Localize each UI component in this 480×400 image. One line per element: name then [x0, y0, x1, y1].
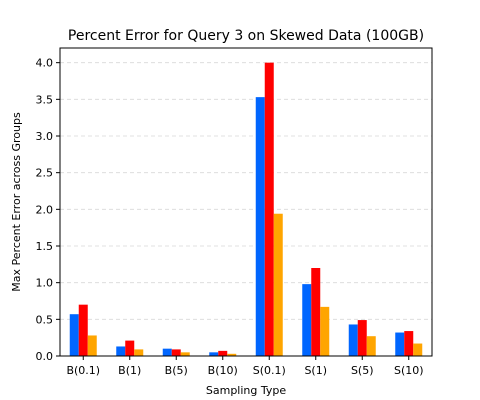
plot-frame [59, 47, 433, 357]
bar-layer [69, 62, 423, 357]
bar [116, 346, 126, 356]
chart-title: Percent Error for Query 3 on Skewed Data… [68, 28, 424, 44]
x-tick-label: S(0.1) [253, 364, 286, 377]
y-tick-label: 3.0 [36, 130, 54, 143]
bar [311, 268, 321, 356]
bar [162, 348, 172, 356]
bar [255, 97, 265, 356]
bar [171, 349, 181, 356]
bar [302, 284, 312, 356]
bar [87, 335, 97, 356]
bar [395, 332, 405, 356]
bar [366, 336, 376, 356]
bar [227, 353, 237, 356]
y-tick-label: 1.5 [36, 240, 54, 253]
bar [348, 324, 358, 356]
y-axis: 0.0 0.5 1.0 1.5 2.0 2.5 3.0 3.5 4.0 [36, 57, 60, 363]
bar [273, 213, 283, 356]
bar [413, 343, 423, 356]
x-axis-label: Sampling Type [206, 384, 286, 397]
y-tick-label: 0.0 [36, 350, 54, 363]
bar [264, 62, 274, 357]
grid-layer [60, 62, 432, 320]
x-tick-label: B(10) [208, 364, 238, 377]
x-tick-label: B(1) [118, 364, 141, 377]
bar [125, 340, 135, 356]
bar [78, 304, 88, 356]
y-tick-label: 2.5 [36, 167, 54, 180]
x-tick-label: B(0.1) [66, 364, 100, 377]
y-tick-label: 3.5 [36, 93, 54, 106]
y-tick-label: 2.0 [36, 203, 54, 216]
bar [218, 350, 228, 356]
bar [209, 352, 219, 356]
bar [134, 349, 144, 356]
y-axis-label: Max Percent Error across Groups [10, 112, 23, 292]
y-tick-label: 0.5 [36, 313, 54, 326]
x-tick-label: B(5) [165, 364, 188, 377]
bar [180, 352, 190, 356]
y-tick-label: 4.0 [36, 57, 54, 70]
x-tick-label: S(10) [394, 364, 424, 377]
bar [404, 331, 414, 356]
x-axis: B(0.1) B(1) B(5) B(10) S(0.1) S(1) S(5) S(10) [66, 356, 424, 377]
x-tick-label: S(1) [304, 364, 327, 377]
bar [357, 320, 367, 356]
x-tick-label: S(5) [351, 364, 374, 377]
bar [320, 306, 330, 356]
y-tick-label: 1.0 [36, 277, 54, 290]
bar [69, 314, 79, 356]
